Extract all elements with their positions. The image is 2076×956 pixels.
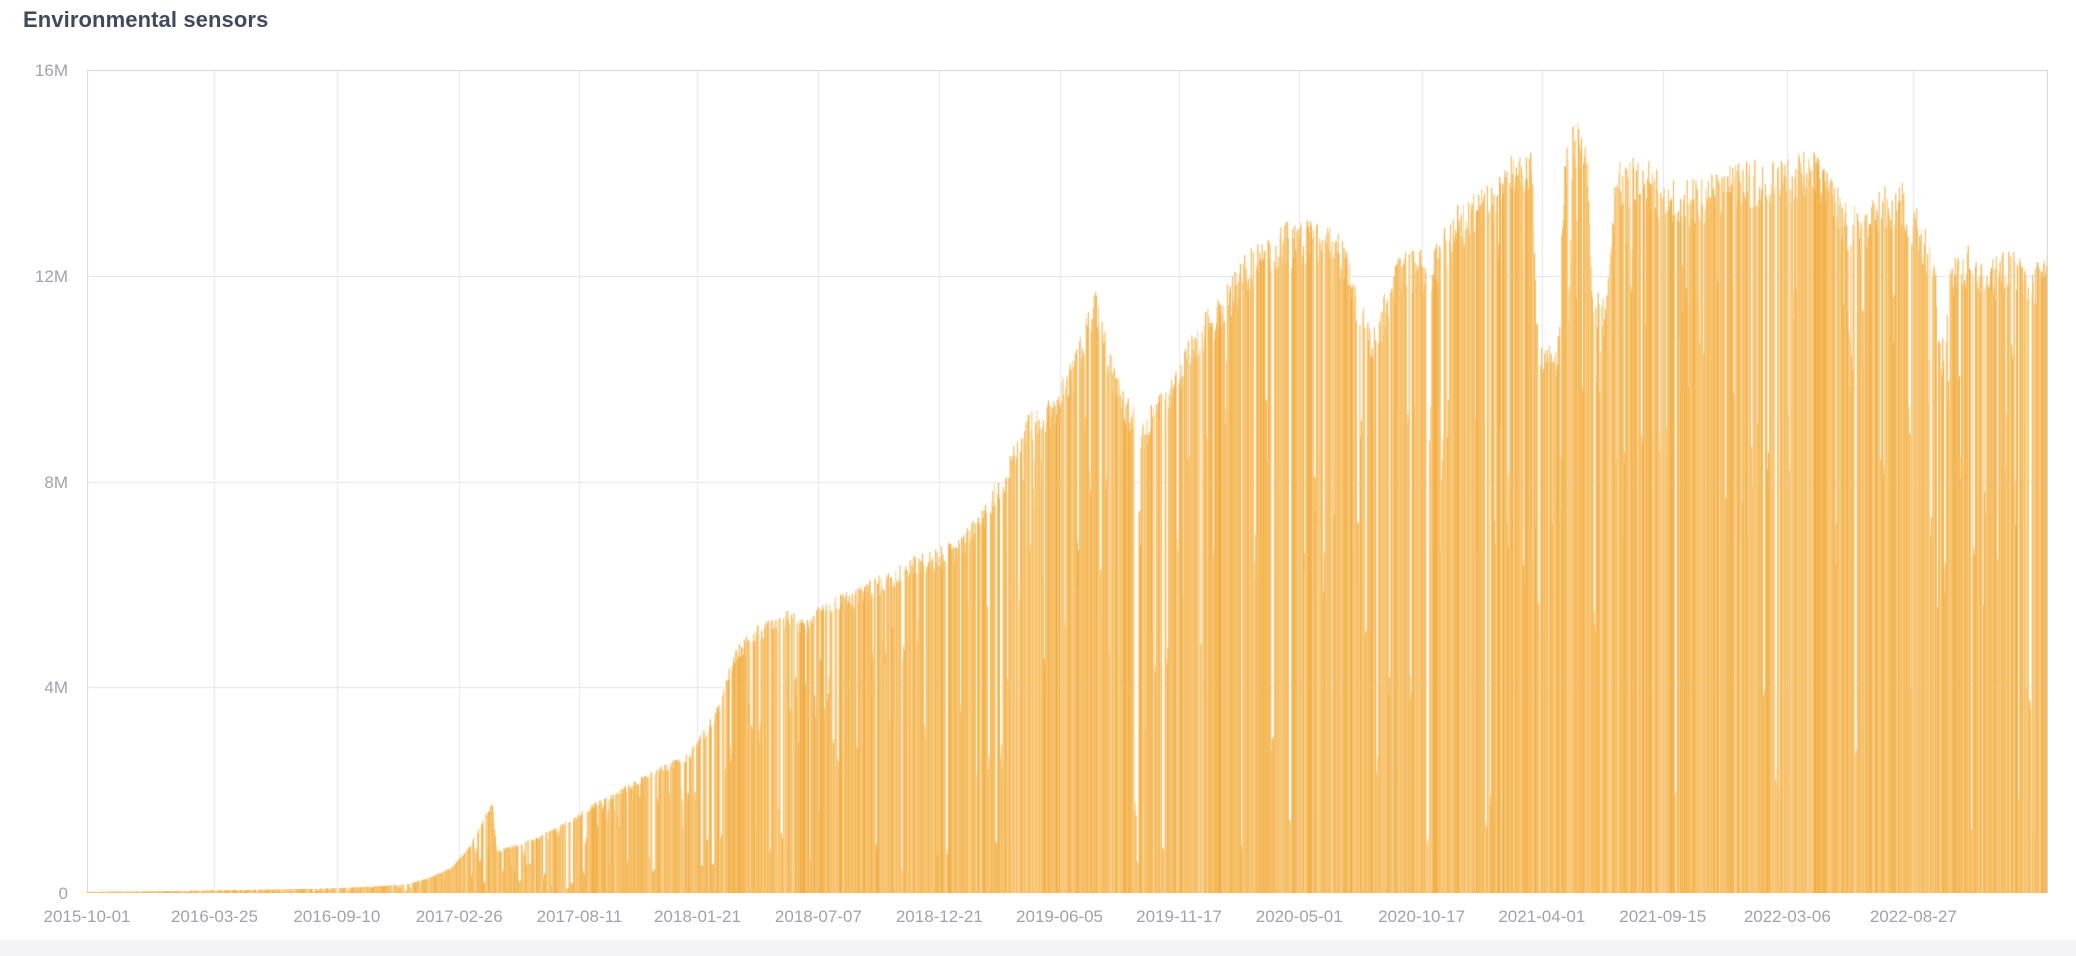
x-axis-tick-label: 2016-09-10 (293, 907, 381, 926)
x-axis-tick-label: 2016-03-25 (170, 907, 258, 926)
x-axis-tick-label: 2018-12-21 (895, 907, 983, 926)
x-axis-tick-label: 2020-10-17 (1378, 907, 1466, 926)
x-axis-tick-label: 2018-01-21 (653, 907, 741, 926)
y-axis-tick-label: 4M (44, 678, 68, 698)
chart-bars-canvas (87, 70, 2048, 893)
x-axis-tick-label: 2022-03-06 (1743, 907, 1831, 926)
x-axis-tick-label: 2015-10-01 (43, 907, 131, 926)
x-axis-tick-label: 2020-05-01 (1255, 907, 1343, 926)
y-axis-tick-label: 0 (58, 884, 68, 903)
panel-title: Environmental sensors (23, 7, 269, 32)
x-axis-tick-label: 2021-04-01 (1498, 907, 1586, 926)
x-axis-tick-label: 2021-09-15 (1619, 907, 1707, 926)
y-axis-tick-label: 16M (34, 61, 68, 80)
x-axis-tick-label: 2019-06-05 (1016, 907, 1104, 926)
chart-plot-area[interactable] (87, 70, 2048, 893)
x-axis-tick-label: 2018-07-07 (774, 907, 862, 926)
x-axis-tick-label: 2019-11-17 (1136, 907, 1222, 926)
page-background-strip (0, 940, 2076, 956)
y-axis-tick-label: 12M (34, 266, 68, 286)
y-axis-tick-label: 8M (44, 472, 68, 492)
x-axis-tick-label: 2022-08-27 (1869, 907, 1957, 926)
x-axis-tick-label: 2017-08-11 (536, 907, 623, 926)
x-axis-tick-label: 2017-02-26 (415, 907, 503, 926)
